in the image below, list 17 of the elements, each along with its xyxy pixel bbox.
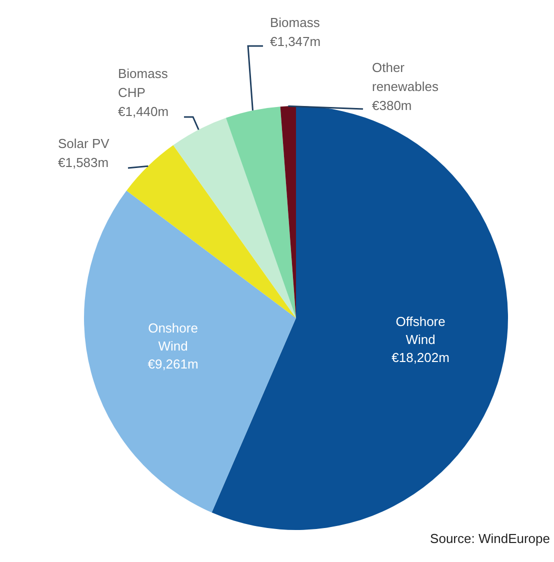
pie-slice xyxy=(84,190,296,513)
slice-label: Solar PV xyxy=(58,136,110,151)
slice-label: Other renewables xyxy=(372,60,439,94)
data-label: €18,202m xyxy=(392,350,450,365)
data-label: €9,261m xyxy=(148,356,198,372)
slice-label: Onshore Wind xyxy=(148,320,198,354)
slice-label: Biomass xyxy=(270,15,320,30)
data-label: €1,347m xyxy=(270,34,321,49)
pie-slice xyxy=(173,118,296,318)
pie-slice xyxy=(226,106,296,318)
slice-label: Offshore Wind xyxy=(396,314,446,347)
pie-slice xyxy=(126,145,296,318)
slice-label: Biomass CHP xyxy=(118,66,168,100)
source-note: Source: WindEurope xyxy=(430,531,550,546)
data-label: €380m xyxy=(372,98,412,113)
data-label: €1,440m xyxy=(118,104,169,119)
data-label: €1,583m xyxy=(58,155,109,170)
